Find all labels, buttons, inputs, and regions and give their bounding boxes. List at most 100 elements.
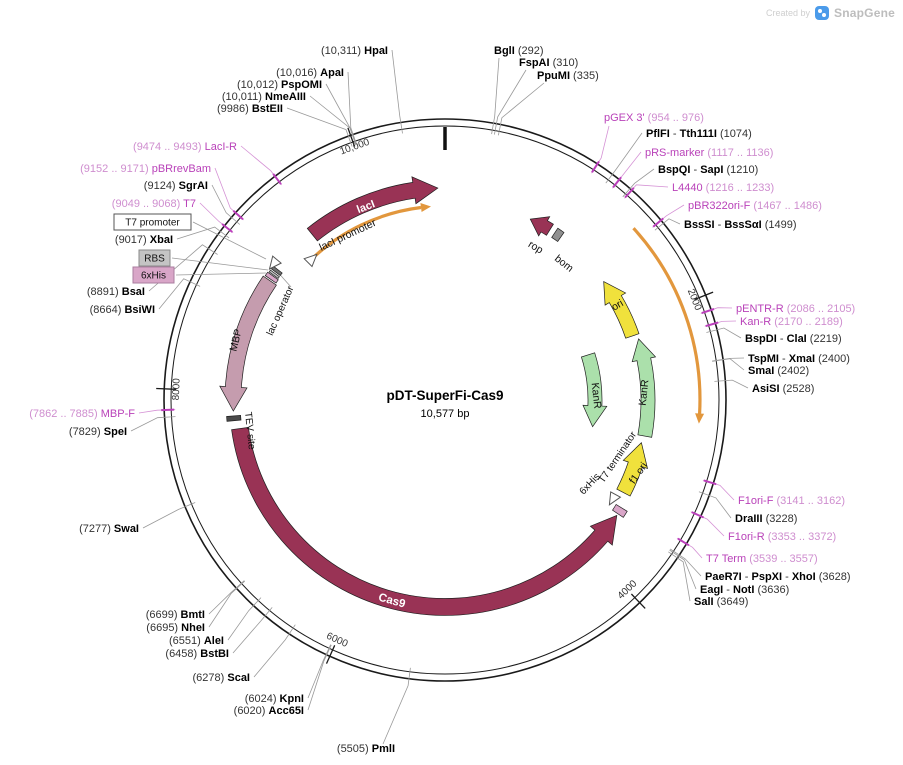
feature-rop[interactable] bbox=[529, 216, 554, 237]
leader-line bbox=[158, 278, 201, 310]
leader-line bbox=[690, 511, 725, 537]
feature-f1-ori[interactable] bbox=[616, 442, 648, 497]
feature-label-rop[interactable]: rop bbox=[526, 238, 545, 256]
site-label[interactable]: pRS-marker (1117 .. 1136) bbox=[645, 147, 773, 159]
site-label[interactable]: BspQI - SapI (1210) bbox=[658, 164, 758, 176]
feature-label-KanR-outer[interactable]: KanR bbox=[637, 379, 652, 407]
site-label[interactable]: (8664) BsiWI bbox=[90, 304, 155, 316]
feature-kan-region-arc-arrowhead bbox=[695, 413, 705, 424]
site-label[interactable]: DraIII (3228) bbox=[735, 513, 797, 525]
boxed-label-6xHis[interactable] bbox=[132, 266, 175, 284]
site-label[interactable]: (6278) ScaI bbox=[193, 672, 251, 684]
site-label[interactable]: SmaI (2402) bbox=[748, 365, 809, 377]
site-label[interactable]: (7829) SpeI bbox=[69, 426, 127, 438]
site-label[interactable]: BglI (292) bbox=[494, 45, 544, 57]
feature-label-MBP[interactable]: MBP bbox=[228, 328, 245, 353]
site-label[interactable]: PaeR7I - PspXI - XhoI (3628) bbox=[705, 571, 851, 583]
site-label[interactable]: (9017) XbaI bbox=[115, 234, 173, 246]
leader-line bbox=[622, 168, 655, 198]
site-label[interactable]: BssSI - BssSαI (1499) bbox=[684, 219, 797, 231]
site-label[interactable]: (10,311) HpaI bbox=[321, 45, 388, 57]
site-label[interactable]: (9474 .. 9493) LacI-R bbox=[133, 141, 237, 153]
primer-tick bbox=[591, 160, 600, 173]
leader-line bbox=[130, 416, 176, 432]
feature-bom[interactable] bbox=[551, 227, 565, 242]
site-label[interactable]: (9152 .. 9171) pBRrevBam bbox=[80, 163, 211, 175]
site-label[interactable]: pBR322ori-F (1467 .. 1486) bbox=[688, 200, 822, 212]
boxed-label-T7-promoter[interactable] bbox=[113, 213, 192, 231]
watermark-created-by: Created by bbox=[766, 8, 811, 18]
site-label[interactable]: TspMI - XmaI (2400) bbox=[748, 353, 850, 365]
primer-tick bbox=[161, 408, 175, 412]
site-label[interactable]: AsiSI (2528) bbox=[752, 383, 814, 395]
plasmid-size: 10,577 bp bbox=[421, 408, 470, 420]
feature-6xHis-cterm[interactable] bbox=[612, 504, 628, 518]
site-label[interactable]: (9124) SgrAI bbox=[144, 180, 208, 192]
leader-line bbox=[211, 184, 241, 225]
feature-kan-region-arc[interactable] bbox=[632, 227, 702, 414]
leader-line bbox=[698, 491, 732, 519]
feature-lacI-promoter[interactable] bbox=[309, 205, 422, 262]
site-label[interactable]: (6024) KpnI bbox=[245, 693, 304, 705]
leader-line bbox=[494, 69, 527, 135]
site-label[interactable]: (6699) BmtI bbox=[146, 609, 205, 621]
lacI-promoter-start-promoter-glyph[interactable] bbox=[303, 253, 318, 268]
feature-ori[interactable] bbox=[603, 281, 640, 339]
leader-line bbox=[214, 167, 244, 221]
site-label[interactable]: BspDI - ClaI (2219) bbox=[745, 333, 842, 345]
leader-line bbox=[227, 597, 262, 641]
site-label[interactable]: (9986) BstEII bbox=[217, 103, 283, 115]
feature-RBS[interactable] bbox=[268, 269, 280, 279]
feature-label-TEV-site[interactable]: TEV site bbox=[242, 411, 257, 450]
site-label[interactable]: (8891) BsaI bbox=[87, 286, 145, 298]
boxed-label-RBS[interactable] bbox=[138, 249, 171, 267]
feature-Cas9[interactable] bbox=[231, 427, 618, 616]
site-label[interactable]: pGEX 3' (954 .. 976) bbox=[604, 112, 704, 124]
feature-label-KanR-inner[interactable]: KanR bbox=[589, 382, 604, 410]
site-label[interactable]: EagI - NotI (3636) bbox=[700, 584, 789, 596]
site-label[interactable]: (7862 .. 7885) MBP-F bbox=[29, 408, 135, 420]
snapgene-logo-icon bbox=[815, 6, 830, 20]
T7-promoter-promoter-glyph[interactable] bbox=[268, 255, 283, 270]
site-label[interactable]: (10,016) ApaI bbox=[276, 67, 344, 79]
backbone-outer-ring bbox=[163, 118, 727, 682]
boxed-label-text-T7-promoter: T7 promoter bbox=[125, 218, 180, 229]
site-label[interactable]: (10,012) PspOMI bbox=[237, 79, 322, 91]
site-label[interactable]: pENTR-R (2086 .. 2105) bbox=[736, 303, 855, 315]
site-label[interactable]: (10,011) NmeAIII bbox=[222, 91, 306, 103]
primer-tick bbox=[272, 173, 282, 185]
primer-tick bbox=[701, 308, 715, 315]
feature-MBP[interactable] bbox=[219, 275, 277, 412]
feature-KanR-inner[interactable] bbox=[580, 352, 608, 428]
site-label[interactable]: F1ori-F (3141 .. 3162) bbox=[738, 495, 845, 507]
leader-line bbox=[240, 145, 282, 186]
feature-label-ori[interactable]: ori bbox=[609, 297, 625, 313]
site-label[interactable]: PpuMI (335) bbox=[537, 70, 599, 82]
site-label[interactable]: L4440 (1216 .. 1233) bbox=[672, 182, 774, 194]
leader-line bbox=[309, 95, 357, 146]
feature-KanR-outer[interactable] bbox=[631, 338, 657, 438]
site-label[interactable]: SalI (3649) bbox=[694, 596, 748, 608]
leader-line bbox=[714, 379, 749, 389]
site-label[interactable]: (6458) BstBI bbox=[165, 648, 229, 660]
site-label[interactable]: (5505) PmlI bbox=[337, 743, 395, 755]
site-label[interactable]: (6695) NheI bbox=[146, 622, 205, 634]
site-label[interactable]: T7 Term (3539 .. 3557) bbox=[706, 553, 818, 565]
primer-tick bbox=[705, 321, 719, 328]
T7-terminator-terminator-glyph[interactable] bbox=[608, 491, 622, 506]
feature-6xHis-nterm[interactable] bbox=[264, 271, 279, 284]
scale-label: 2000 bbox=[685, 287, 704, 312]
feature-lacI[interactable] bbox=[306, 176, 439, 242]
site-label[interactable]: (9049 .. 9068) T7 bbox=[112, 198, 196, 210]
site-label[interactable]: (7277) SwaI bbox=[79, 523, 139, 535]
site-label[interactable]: FspAI (310) bbox=[519, 57, 578, 69]
primer-tick bbox=[232, 209, 244, 221]
site-label[interactable]: F1ori-R (3353 .. 3372) bbox=[728, 531, 836, 543]
feature-TEV-site[interactable] bbox=[226, 415, 242, 422]
site-label[interactable]: PflFI - Tth111I (1074) bbox=[646, 128, 752, 140]
feature-label-bom[interactable]: bom bbox=[552, 253, 576, 275]
site-label[interactable]: Kan-R (2170 .. 2189) bbox=[740, 316, 843, 328]
site-label[interactable]: (6020) Acc65I bbox=[234, 705, 304, 717]
site-label[interactable]: (6551) AleI bbox=[169, 635, 224, 647]
